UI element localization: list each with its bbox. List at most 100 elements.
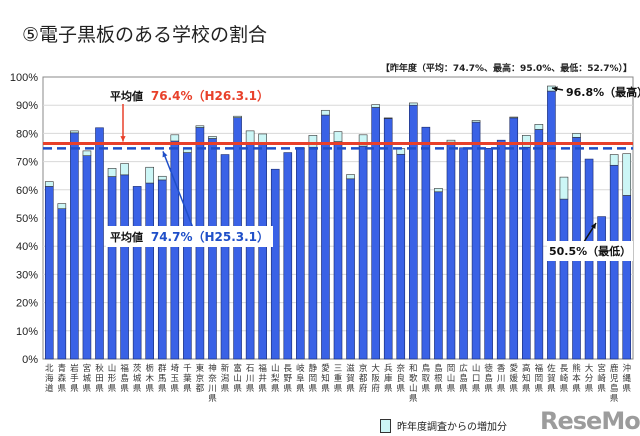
x-tick-label: 富山県 [233,363,242,394]
bar-previous-year [559,198,569,360]
bar-previous-year [132,186,142,360]
x-tick-label: 岐阜県 [296,363,305,394]
x-tick-label: 奈良県 [397,363,406,394]
bar-previous-year [396,153,406,360]
x-tick-label: 島根県 [434,363,443,394]
arrow-avg-prev [162,151,194,229]
avg-prev-annotation: 平均値 74.7%（H25.3.1） [106,226,274,247]
bar-previous-year [371,107,380,360]
x-tick-label: 佐賀県 [547,363,556,394]
bar-increase [622,153,632,196]
bar-previous-year [145,182,155,360]
bar-previous-year [421,126,431,360]
bar-increase [120,163,129,176]
y-tick-label: 40% [16,241,38,253]
x-tick-label: 沖縄県 [622,363,631,394]
bar-previous-year [107,176,117,360]
avg-label: 平均値 [110,231,143,244]
x-tick-label: 滋賀県 [346,363,355,394]
bar-previous-year [157,179,167,360]
bar-previous-year [509,117,519,360]
x-tick-label: 広島県 [459,363,468,394]
x-tick-label: 山形県 [108,363,117,394]
x-tick-label: 香川県 [497,363,506,394]
avg-current-value: 76.4%（H26.3.1） [150,89,270,103]
bar-increase [107,168,117,177]
bar-previous-year [609,164,619,360]
bar-increase [559,176,569,200]
bar-increase [434,188,443,193]
bar-previous-year [534,129,544,360]
bar-increase [183,148,192,153]
bar-previous-year [333,141,343,360]
legend: 昨年度調査からの増加分 [380,418,507,433]
avg-prev-value: 74.7%（H25.3.1） [150,230,270,244]
x-tick-label: 宮城県 [83,363,92,394]
x-tick-label: 岩手県 [70,363,79,394]
x-tick-label: 京都府 [359,363,368,394]
bar-increase [70,130,79,134]
arrow-min-head [590,223,596,229]
y-tick-label: 10% [16,326,38,338]
bar-previous-year [220,154,230,360]
avg-label: 平均値 [110,90,143,103]
bar-previous-year [547,90,556,360]
bar-previous-year [383,118,393,360]
bar-increase [609,154,619,166]
x-tick-label: 宮崎県 [597,363,606,394]
bar-increase [572,133,581,138]
x-tick-label: 北海道 [45,364,54,394]
y-tick-label: 50% [16,213,38,225]
bar-previous-year [183,152,192,360]
bar-previous-year [496,139,506,360]
bar-increase [57,203,67,209]
bar-increase [534,124,544,130]
y-tick-label: 100% [10,72,38,84]
x-tick-label: 茨城県 [133,363,142,394]
x-tick-label: 鹿児島県 [610,363,619,404]
x-tick-label: 静岡県 [309,363,318,394]
previous-year-summary: 【昨年度（平均：74.7%、最高：95.0%、最低：52.7%）】 [380,64,632,74]
min-annotation: 50.5%（最低） [547,241,634,261]
x-tick-label: 岡山県 [447,364,456,394]
x-tick-label: 山口県 [472,363,481,394]
bar-previous-year [270,168,280,360]
max-annotation: 96.8%（最高） [566,86,640,99]
x-tick-label: 山梨県 [271,363,280,394]
bar-previous-year [208,138,217,360]
y-tick-label: 30% [16,269,38,281]
bar-increase [245,130,255,144]
x-tick-label: 熊本県 [572,363,581,394]
bar-increase [170,134,180,142]
chart-title: ⑤電子黒板のある学校の割合 [22,24,268,46]
x-tick-label: 徳島県 [484,363,493,394]
arrow-max-head [552,86,558,92]
x-tick-label: 福島県 [120,363,129,394]
bar-previous-year [296,148,305,360]
bar-increase [333,131,343,142]
bar-previous-year [82,155,92,360]
x-tick-label: 長野県 [284,364,293,394]
y-tick-label: 60% [16,185,38,197]
legend-swatch-increase [380,418,391,433]
x-tick-label: 埼玉県 [171,363,180,394]
bar-increase [409,102,418,106]
y-tick-label: 90% [16,100,38,112]
y-tick-label: 20% [16,298,38,310]
bar-increase [521,135,531,148]
x-tick-label: 秋田県 [95,363,104,394]
x-tick-label: 三重県 [334,364,343,394]
bar-previous-year [521,146,531,360]
bar-increase [233,115,242,118]
bar-increase [509,116,519,119]
bar-previous-year [471,121,481,360]
bar-previous-year [120,174,129,360]
resemom-logo: ReseMom [540,407,640,435]
bar-increase [321,109,330,116]
bar-previous-year [44,186,54,360]
y-tick-label: 80% [16,128,38,140]
x-tick-label: 群馬県 [158,363,167,394]
bar-previous-year [446,141,456,360]
x-tick-label: 石川県 [246,364,255,394]
bar-increase [358,134,368,147]
